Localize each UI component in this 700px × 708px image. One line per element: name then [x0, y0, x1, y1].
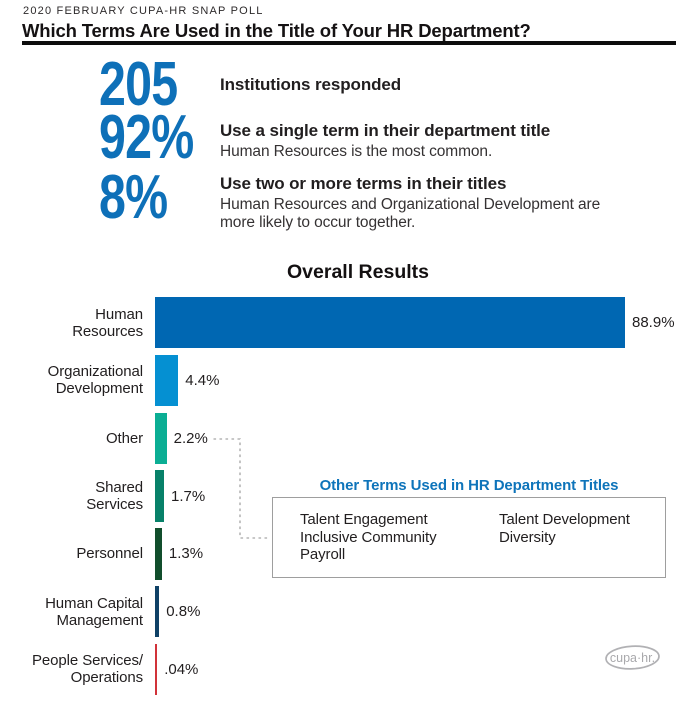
bar-category-label-6: People Services/Operations	[32, 652, 143, 687]
callout-term-0-1: Inclusive Community	[300, 528, 437, 546]
bar-row-4: Personnel 1.3%	[0, 528, 700, 580]
bar-value-label-5: 0.8%	[166, 603, 201, 621]
bar-row-0: Human Resources 88.9%	[0, 297, 700, 349]
stat-lead-0: Institutions responded	[220, 75, 402, 94]
bar-value-label-3: 1.7%	[170, 487, 206, 505]
bar-category-label-3: Shared Services	[86, 479, 143, 514]
bar-row-3: Shared Services 1.7%	[0, 470, 700, 522]
bar-value-label-1: 4.4%	[185, 371, 220, 389]
callout-term-1-0: Talent Development	[499, 511, 630, 528]
stat-value-2: 8%	[99, 163, 168, 232]
title-rule	[22, 41, 676, 45]
bar-rect-4	[155, 528, 162, 580]
bar-rect-3	[155, 470, 164, 522]
bar-row-6: People Services/Operations .04%	[0, 643, 700, 696]
bar-category-label-5: Human Capital Management	[45, 594, 143, 629]
bar-rect-6	[155, 643, 158, 696]
bar-row-2: Other 2.2%	[0, 412, 700, 464]
bar-row-5: Human Capital Management 0.8%	[0, 585, 700, 638]
page-title: Which Terms Are Used in the Title of You…	[22, 20, 531, 41]
bar-chart: Human Resources 88.9% Organizational Develop…	[0, 297, 700, 701]
bar-value-label-0: 88.9%	[632, 314, 675, 332]
bar-row-1: Organizational Development 4.4%	[0, 354, 700, 407]
stat-text-1: Use a single term in their department ti…	[220, 121, 550, 161]
bar-rect-1	[155, 354, 179, 407]
callout-title: Other Terms Used in HR Department Titles	[319, 477, 619, 494]
callout-box: Talent Engagement Inclusive Community Payr…	[272, 497, 666, 578]
bar-rect-5	[155, 585, 160, 638]
bar-category-label-4: Personnel	[76, 545, 143, 563]
stat-lead-1: Use a single term in their department ti…	[220, 121, 551, 140]
callout-term-0-0: Talent Engagement	[300, 511, 428, 528]
stat-sub-2-0: Human Resources and Organizational Devel…	[220, 196, 601, 213]
poll-eyebrow: 2020 FEBRUARY CUPA-HR SNAP POLL	[23, 5, 264, 17]
callout-column-0: Talent Engagement Inclusive Community Payr…	[300, 511, 499, 577]
bar-rect-0	[155, 297, 625, 349]
stat-sub-2-1: more likely to occur together.	[220, 214, 416, 231]
bar-value-label-6: .04%	[164, 660, 199, 678]
callout-term-0-2: Payroll	[300, 546, 346, 563]
stat-value-1: 92%	[99, 103, 194, 172]
bar-category-label-0: Human Resources	[72, 305, 143, 340]
bar-rect-2	[155, 412, 167, 464]
bar-value-label-2: 2.2%	[173, 429, 208, 447]
bar-value-label-4: 1.3%	[168, 545, 204, 563]
stat-value-0: 205	[99, 50, 178, 119]
stat-text-0: Institutions responded	[220, 75, 401, 97]
callout-term-1-1: Diversity	[499, 528, 556, 546]
callout-column-1: Talent Development Diversity	[499, 511, 630, 577]
stat-sub-1-0: Human Resources is the most common.	[220, 143, 493, 160]
cupa-hr-logo: cupa·hr.	[605, 645, 660, 670]
stat-text-2: Use two or more terms in their titles Hum…	[220, 174, 600, 232]
bar-category-label-2: Other	[105, 429, 143, 447]
bar-category-label-1: Organizational Development	[47, 363, 143, 398]
stat-lead-2: Use two or more terms in their titles	[220, 174, 507, 193]
svg-text:cupa·hr.: cupa·hr.	[610, 651, 655, 665]
chart-title: Overall Results	[287, 261, 429, 283]
